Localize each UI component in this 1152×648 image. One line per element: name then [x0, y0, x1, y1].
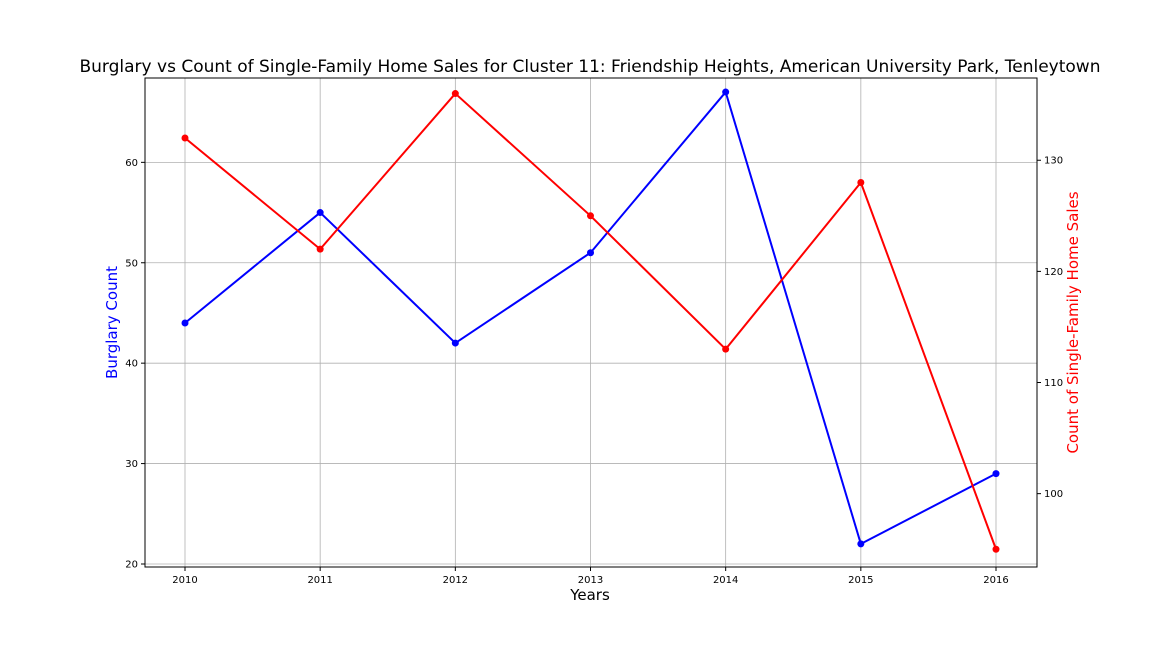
- sales-data-point: [992, 545, 1000, 553]
- x-tick-label: 2015: [848, 575, 873, 586]
- x-axis-ticks: 2010 2011 2012 2013 2014 2015 2016: [172, 567, 1009, 586]
- x-tick-label: 2011: [307, 575, 332, 586]
- left-y-tick-label: 30: [125, 459, 138, 470]
- sales-data-point: [451, 90, 459, 98]
- x-tick-label: 2010: [172, 575, 197, 586]
- x-tick-label: 2016: [983, 575, 1008, 586]
- burglary-data-point: [992, 470, 1000, 478]
- series-layer: [181, 88, 1000, 553]
- left-y-tick-label: 50: [125, 258, 138, 269]
- x-tick-label: 2012: [443, 575, 468, 586]
- x-tick-label: 2013: [578, 575, 603, 586]
- x-axis-label: Years: [569, 586, 610, 604]
- x-tick-label: 2014: [713, 575, 738, 586]
- left-y-tick-label: 40: [125, 359, 138, 370]
- burglary-data-point: [451, 339, 459, 347]
- burglary-data-point: [722, 88, 730, 96]
- sales-data-point: [587, 212, 594, 220]
- right-y-tick-label: 120: [1044, 267, 1063, 278]
- sales-data-point: [181, 134, 189, 142]
- right-y-tick-label: 110: [1044, 378, 1063, 389]
- grid-lines: [145, 78, 1037, 567]
- right-y-axis-ticks: 100 110 120 130: [1037, 156, 1063, 500]
- right-y-tick-label: 130: [1044, 156, 1063, 167]
- left-y-axis-label: Burglary Count: [103, 266, 121, 379]
- burglary-data-point: [316, 209, 324, 217]
- left-y-tick-label: 20: [125, 559, 138, 570]
- left-y-tick-label: 60: [125, 158, 138, 169]
- chart-title: Burglary vs Count of Single-Family Home …: [80, 57, 1101, 77]
- sales-data-point: [316, 245, 324, 253]
- sales-data-point: [857, 178, 865, 186]
- right-y-tick-label: 100: [1044, 489, 1063, 500]
- burglary-data-point: [587, 249, 594, 257]
- plot-frame: [144, 77, 1038, 568]
- sales-data-point: [722, 345, 730, 353]
- left-y-axis-ticks: 20 30 40 50 60: [125, 158, 145, 570]
- right-y-axis-label: Count of Single-Family Home Sales: [1064, 191, 1082, 453]
- burglary-data-point: [857, 540, 865, 548]
- burglary-data-point: [181, 319, 189, 327]
